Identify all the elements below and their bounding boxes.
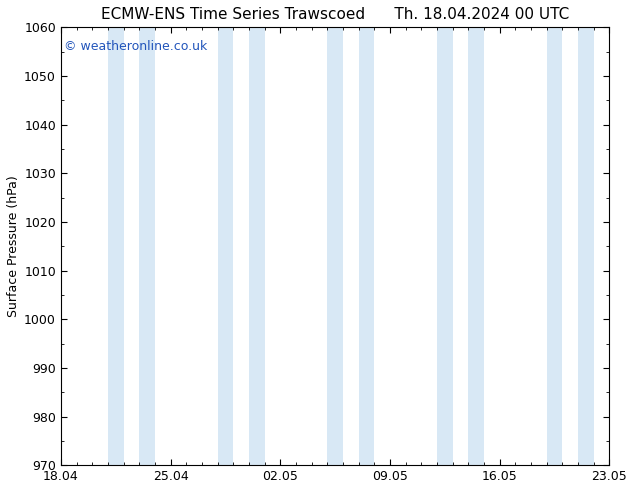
- Bar: [217, 27, 233, 465]
- Bar: [358, 27, 374, 465]
- Y-axis label: Surface Pressure (hPa): Surface Pressure (hPa): [7, 175, 20, 317]
- Bar: [547, 27, 562, 465]
- Bar: [108, 27, 124, 465]
- Bar: [468, 27, 484, 465]
- Title: ECMW-ENS Time Series Trawscoed      Th. 18.04.2024 00 UTC: ECMW-ENS Time Series Trawscoed Th. 18.04…: [101, 7, 569, 22]
- Bar: [578, 27, 593, 465]
- Text: © weatheronline.co.uk: © weatheronline.co.uk: [63, 40, 207, 53]
- Bar: [249, 27, 264, 465]
- Bar: [139, 27, 155, 465]
- Bar: [327, 27, 343, 465]
- Bar: [437, 27, 453, 465]
